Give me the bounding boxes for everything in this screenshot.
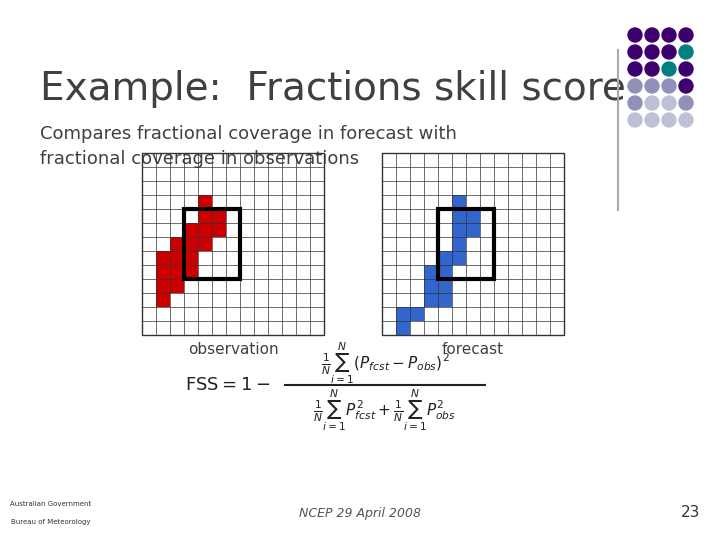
Bar: [410, 307, 424, 321]
Bar: [452, 209, 466, 223]
Circle shape: [662, 28, 676, 42]
Text: 23: 23: [680, 505, 700, 520]
Text: forecast: forecast: [442, 342, 504, 357]
Bar: [396, 321, 410, 335]
Bar: [452, 237, 466, 251]
Bar: [170, 279, 184, 293]
Circle shape: [679, 45, 693, 59]
Text: $\mathrm{FSS} = 1 - $: $\mathrm{FSS} = 1 - $: [185, 376, 271, 394]
Text: Australian Government: Australian Government: [10, 501, 91, 508]
Bar: [170, 265, 184, 279]
Circle shape: [645, 62, 659, 76]
Bar: [452, 251, 466, 265]
Bar: [452, 223, 466, 237]
Text: $\frac{1}{N}\sum_{i=1}^{N}(P_{fcst}-P_{obs})^{2}$: $\frac{1}{N}\sum_{i=1}^{N}(P_{fcst}-P_{o…: [320, 340, 449, 386]
Bar: [452, 195, 466, 209]
Bar: [156, 251, 170, 265]
Text: Example:  Fractions skill score: Example: Fractions skill score: [40, 70, 626, 108]
Circle shape: [679, 79, 693, 93]
Bar: [184, 209, 240, 279]
Bar: [396, 307, 410, 321]
Bar: [424, 293, 438, 307]
Text: $\frac{1}{N}\sum_{i=1}^{N}P_{fcst}^{2}+\frac{1}{N}\sum_{i=1}^{N}P_{obs}^{2}$: $\frac{1}{N}\sum_{i=1}^{N}P_{fcst}^{2}+\…: [313, 387, 456, 433]
Circle shape: [645, 28, 659, 42]
Circle shape: [662, 113, 676, 127]
Circle shape: [662, 45, 676, 59]
Circle shape: [679, 113, 693, 127]
Circle shape: [662, 62, 676, 76]
Bar: [170, 251, 184, 265]
Circle shape: [645, 79, 659, 93]
Circle shape: [628, 45, 642, 59]
Bar: [156, 265, 170, 279]
Bar: [184, 265, 198, 279]
Bar: [142, 153, 324, 335]
Bar: [156, 293, 170, 307]
Text: observation: observation: [188, 342, 279, 357]
Bar: [184, 237, 198, 251]
Circle shape: [645, 113, 659, 127]
Circle shape: [645, 45, 659, 59]
Bar: [184, 223, 198, 237]
Text: NCEP 29 April 2008: NCEP 29 April 2008: [299, 507, 421, 520]
Bar: [466, 209, 480, 223]
Bar: [170, 237, 184, 251]
Bar: [424, 279, 438, 293]
Bar: [438, 293, 452, 307]
Circle shape: [662, 96, 676, 110]
Text: Bureau of Meteorology: Bureau of Meteorology: [11, 518, 90, 525]
Circle shape: [628, 62, 642, 76]
Bar: [198, 223, 212, 237]
Bar: [198, 237, 212, 251]
Bar: [156, 279, 170, 293]
Bar: [212, 223, 226, 237]
Circle shape: [679, 28, 693, 42]
Bar: [424, 265, 438, 279]
Circle shape: [679, 96, 693, 110]
Bar: [184, 251, 198, 265]
Bar: [438, 251, 452, 265]
Circle shape: [628, 28, 642, 42]
Circle shape: [662, 79, 676, 93]
Bar: [438, 209, 494, 279]
Bar: [382, 153, 564, 335]
Bar: [438, 279, 452, 293]
Text: Compares fractional coverage in forecast with
fractional coverage in observation: Compares fractional coverage in forecast…: [40, 125, 457, 168]
Circle shape: [628, 96, 642, 110]
Bar: [198, 195, 212, 209]
Circle shape: [628, 113, 642, 127]
Circle shape: [628, 79, 642, 93]
Bar: [438, 265, 452, 279]
Bar: [198, 209, 212, 223]
Bar: [466, 223, 480, 237]
Circle shape: [645, 96, 659, 110]
Circle shape: [679, 62, 693, 76]
Bar: [212, 209, 226, 223]
